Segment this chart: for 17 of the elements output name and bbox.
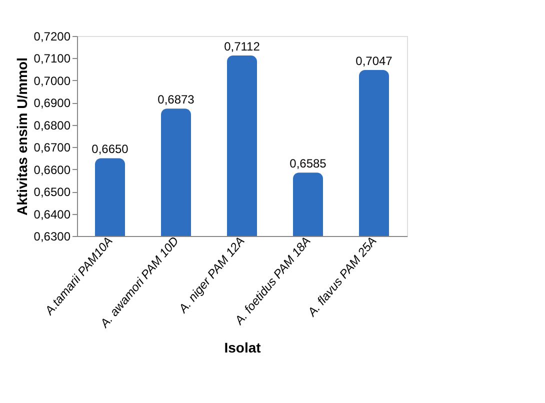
y-tick-label: 0,6800 — [34, 118, 71, 132]
data-label: 0,7047 — [356, 54, 393, 68]
y-tick-label: 0,6300 — [34, 230, 71, 244]
y-tick-label: 0,6900 — [34, 96, 71, 110]
data-label: 0,6650 — [92, 142, 129, 156]
y-tick-label: 0,6600 — [34, 162, 71, 177]
y-axis-title: Aktivitas ensim U/mmol — [14, 58, 30, 216]
y-tick-label: 0,6400 — [34, 207, 71, 222]
data-label: 0,6585 — [290, 156, 327, 171]
x-axis-title: Isolat — [224, 340, 262, 356]
y-tick-label: 0,6700 — [34, 140, 71, 155]
data-label: 0,6873 — [158, 92, 195, 107]
y-tick-label: 0,6500 — [34, 185, 71, 200]
y-tick-label: 0,7000 — [34, 74, 71, 88]
data-label: 0,7112 — [224, 40, 260, 54]
y-tick-label: 0,7200 — [34, 30, 71, 44]
y-tick-label: 0,7100 — [34, 52, 71, 66]
